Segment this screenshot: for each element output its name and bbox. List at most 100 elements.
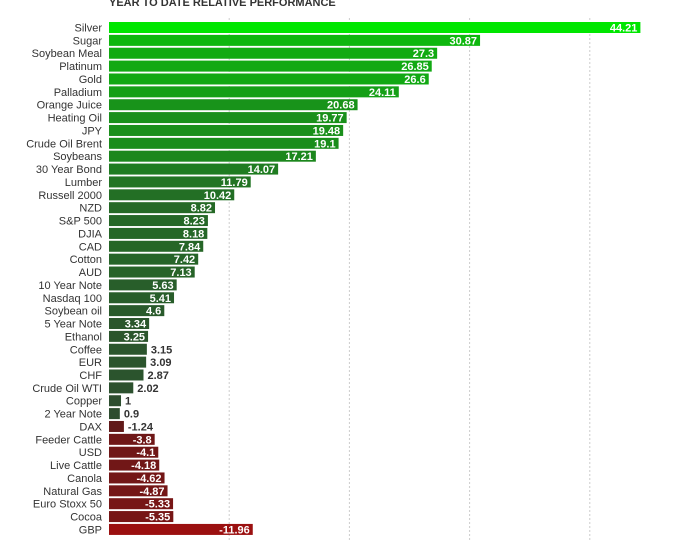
category-label-usd: USD bbox=[79, 447, 102, 459]
value-label-s-p-500: 8.23 bbox=[184, 216, 205, 228]
bar-soybean-oil bbox=[109, 305, 165, 317]
value-label-natural-gas: -4.87 bbox=[139, 486, 164, 498]
bar-sugar bbox=[109, 34, 481, 46]
bar-gold bbox=[109, 73, 429, 85]
value-label-10-year-note: 5.63 bbox=[152, 280, 173, 292]
category-label-ethanol: Ethanol bbox=[65, 331, 102, 343]
category-label-dax: DAX bbox=[79, 421, 102, 433]
bar-platinum bbox=[109, 60, 432, 72]
category-label-silver: Silver bbox=[74, 23, 102, 35]
bar-30-year-bond bbox=[109, 163, 279, 175]
bar-usd bbox=[109, 446, 159, 458]
bar-nzd bbox=[109, 202, 216, 214]
value-label-crude-oil-wti: 2.02 bbox=[137, 383, 158, 395]
value-label-euro-stoxx-50: -5.33 bbox=[145, 499, 170, 511]
value-label-cocoa: -5.35 bbox=[145, 512, 170, 524]
bar-crude-oil-wti bbox=[109, 382, 134, 394]
category-label-cad: CAD bbox=[79, 241, 102, 253]
category-label-orange-juice: Orange Juice bbox=[37, 100, 102, 112]
bar-live-cattle bbox=[109, 459, 160, 471]
bar-s-p-500 bbox=[109, 215, 208, 227]
category-label-live-cattle: Live Cattle bbox=[50, 460, 102, 472]
value-label-ethanol: 3.25 bbox=[124, 331, 145, 343]
value-label-heating-oil: 19.77 bbox=[316, 113, 344, 125]
value-label-live-cattle: -4.18 bbox=[131, 460, 156, 472]
bar-eur bbox=[109, 356, 147, 368]
bar-ethanol bbox=[109, 330, 149, 342]
value-label-russell-2000: 10.42 bbox=[204, 190, 232, 202]
bar-nasdaq-100 bbox=[109, 292, 175, 304]
bar-feeder-cattle bbox=[109, 433, 155, 445]
category-label-nzd: NZD bbox=[79, 203, 102, 215]
category-label-coffee: Coffee bbox=[70, 344, 102, 356]
bar-cocoa bbox=[109, 511, 174, 523]
category-label-cocoa: Cocoa bbox=[70, 512, 103, 524]
chart-title: YEAR TO DATE RELATIVE PERFORMANCE bbox=[109, 0, 336, 9]
value-label-soybean-meal: 27.3 bbox=[413, 48, 434, 60]
value-label-5-year-note: 3.34 bbox=[125, 319, 147, 331]
value-label-chf: 2.87 bbox=[147, 370, 168, 382]
bar-heating-oil bbox=[109, 112, 347, 124]
category-label-soybean-meal: Soybean Meal bbox=[32, 48, 102, 60]
value-label-crude-oil-brent: 19.1 bbox=[314, 138, 335, 150]
bar-soybeans bbox=[109, 150, 316, 162]
value-labels: 44.2130.8727.326.8526.624.1120.6819.7719… bbox=[124, 23, 638, 537]
value-label-lumber: 11.79 bbox=[221, 177, 248, 189]
bar-canola bbox=[109, 472, 165, 484]
value-label-dax: -1.24 bbox=[128, 421, 154, 433]
category-label-soybean-oil: Soybean oil bbox=[45, 306, 103, 318]
bar-russell-2000 bbox=[109, 189, 235, 201]
category-label-nasdaq-100: Nasdaq 100 bbox=[43, 293, 102, 305]
value-label-nasdaq-100: 5.41 bbox=[150, 293, 171, 305]
category-label-s-p-500: S&P 500 bbox=[59, 216, 102, 228]
bar-dax bbox=[109, 420, 124, 432]
bar-lumber bbox=[109, 176, 251, 188]
bar-chf bbox=[109, 369, 144, 381]
bar-crude-oil-brent bbox=[109, 137, 339, 149]
category-label-gbp: GBP bbox=[79, 524, 102, 536]
bar-cotton bbox=[109, 253, 199, 265]
category-label-sugar: Sugar bbox=[73, 35, 103, 47]
category-label-eur: EUR bbox=[79, 357, 102, 369]
value-label-jpy: 19.48 bbox=[313, 125, 341, 137]
value-label-coffee: 3.15 bbox=[151, 344, 172, 356]
category-label-copper: Copper bbox=[66, 396, 102, 408]
category-label-gold: Gold bbox=[79, 74, 102, 86]
bar-10-year-note bbox=[109, 279, 177, 291]
value-label-soybeans: 17.21 bbox=[285, 151, 313, 163]
bar-gbp bbox=[109, 523, 253, 535]
value-label-copper: 1 bbox=[125, 396, 131, 408]
value-label-silver: 44.21 bbox=[610, 23, 638, 35]
category-label-chf: CHF bbox=[79, 370, 102, 382]
category-label-euro-stoxx-50: Euro Stoxx 50 bbox=[33, 499, 102, 511]
value-label-eur: 3.09 bbox=[150, 357, 171, 369]
category-label-cotton: Cotton bbox=[70, 254, 102, 266]
value-label-feeder-cattle: -3.8 bbox=[133, 434, 152, 446]
bars bbox=[109, 22, 641, 535]
value-label-nzd: 8.82 bbox=[191, 203, 212, 215]
value-label-cotton: 7.42 bbox=[174, 254, 195, 266]
category-label-soybeans: Soybeans bbox=[53, 151, 102, 163]
value-label-djia: 8.18 bbox=[183, 228, 204, 240]
value-label-cad: 7.84 bbox=[179, 241, 201, 253]
category-label-platinum: Platinum bbox=[59, 61, 102, 73]
category-label-crude-oil-wti: Crude Oil WTI bbox=[32, 383, 102, 395]
bar-2-year-note bbox=[109, 408, 120, 420]
value-label-platinum: 26.85 bbox=[401, 61, 429, 73]
value-label-aud: 7.13 bbox=[170, 267, 191, 279]
value-label-gold: 26.6 bbox=[404, 74, 425, 86]
category-label-heating-oil: Heating Oil bbox=[48, 113, 102, 125]
bar-orange-juice bbox=[109, 99, 358, 111]
value-label-canola: -4.62 bbox=[136, 473, 161, 485]
category-label-natural-gas: Natural Gas bbox=[43, 486, 102, 498]
category-label-2-year-note: 2 Year Note bbox=[45, 409, 103, 421]
value-label-soybean-oil: 4.6 bbox=[146, 306, 161, 318]
bar-coffee bbox=[109, 343, 147, 355]
category-label-10-year-note: 10 Year Note bbox=[38, 280, 102, 292]
bar-aud bbox=[109, 266, 195, 278]
category-label-canola: Canola bbox=[67, 473, 103, 485]
bar-jpy bbox=[109, 124, 344, 136]
category-label-5-year-note: 5 Year Note bbox=[45, 319, 103, 331]
